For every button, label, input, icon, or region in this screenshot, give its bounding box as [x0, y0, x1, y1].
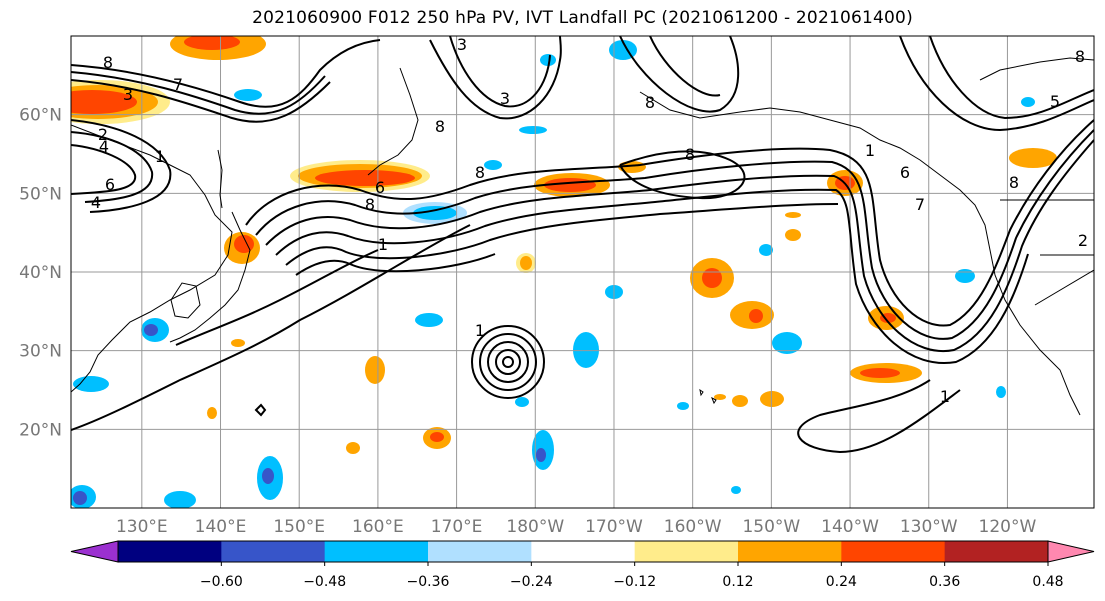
gridlines	[71, 36, 1094, 508]
lon-axis-labels: 130°E 140°E 150°E 160°E 170°E 180°W 170°W 160°W…	[116, 517, 1037, 537]
colorbar-tick-label: 0.48	[1032, 574, 1063, 590]
lat-label: 30°N	[19, 342, 62, 362]
contour-label: 7	[915, 195, 925, 214]
contour-label: 6	[105, 175, 115, 194]
colorbar-segment	[118, 541, 222, 562]
contour-label: 6	[900, 163, 910, 182]
colorbar-segment	[738, 541, 842, 562]
lon-label: 160°W	[664, 517, 722, 537]
map-frame	[70, 35, 1095, 509]
colorbar-tick-label: −0.36	[407, 574, 450, 590]
lat-label: 60°N	[19, 106, 62, 126]
contour-label: 1	[475, 321, 485, 340]
lat-label: 50°N	[19, 184, 62, 204]
contour-label: 8	[1009, 173, 1019, 192]
colorbar-tick-label: 0.36	[929, 574, 960, 590]
contour-label: 7	[173, 75, 183, 94]
lon-label: 130°E	[116, 517, 168, 537]
contour-label: 8	[365, 195, 375, 214]
lat-label: 20°N	[19, 420, 62, 440]
contour-label: 3	[500, 89, 510, 108]
contour-label: 8	[685, 145, 695, 164]
colorbar-tick-label: −0.12	[613, 574, 656, 590]
contour-label: 8	[103, 53, 113, 72]
lon-label: 160°E	[352, 517, 404, 537]
contour-label: 1	[378, 235, 388, 254]
colorbar-extend-low	[70, 540, 119, 563]
colorbar	[70, 540, 1095, 563]
colorbar-segment	[428, 541, 532, 562]
contour-label: 8	[435, 117, 445, 136]
colorbar-frame	[117, 540, 1049, 563]
colorbar-tick-label: −0.24	[510, 574, 553, 590]
colorbar-segment	[944, 541, 1049, 562]
colorbar-segment	[634, 541, 739, 562]
lat-label: 40°N	[19, 263, 62, 283]
contour-label: 4	[91, 193, 101, 212]
colorbar-segment	[221, 541, 326, 562]
pv-contours	[71, 36, 1094, 454]
colorbar-tick-label: −0.48	[303, 574, 346, 590]
lon-label: 150°E	[273, 517, 325, 537]
lon-label: 130°W	[900, 517, 958, 537]
colorbar-segment	[531, 541, 636, 562]
lon-label: 150°W	[742, 517, 800, 537]
colorbar-segment	[324, 541, 429, 562]
contour-label: 4	[99, 137, 109, 156]
contour-label: 8	[1075, 47, 1085, 66]
contour-label: 1	[940, 387, 950, 406]
lon-label: 170°E	[431, 517, 483, 537]
colorbar-tick-label: 0.24	[826, 574, 857, 590]
lat-axis-labels: 60°N 50°N 40°N 30°N 20°N	[19, 106, 62, 441]
coastlines	[71, 57, 1094, 416]
contour-label: 1	[865, 141, 875, 160]
contour-label: 1	[155, 147, 165, 166]
lon-label: 180°W	[506, 517, 564, 537]
contour-label: 8	[475, 163, 485, 182]
lon-label: 140°E	[195, 517, 247, 537]
shading-layer	[71, 36, 1057, 508]
contour-label: 8	[645, 93, 655, 112]
colorbar-tick-labels: −0.60 −0.48 −0.36 −0.24 −0.12 0.12 0.24 0.36 0.4…	[200, 562, 1064, 590]
colorbar-tick-label: 0.12	[722, 574, 753, 590]
contour-label: 3	[123, 85, 133, 104]
lon-label: 120°W	[979, 517, 1037, 537]
contour-label: 2	[98, 125, 108, 144]
contour-label: 5	[1050, 92, 1060, 111]
contour-label: 2	[1078, 231, 1088, 250]
contour-label: 3	[457, 35, 467, 54]
contour-label: 6	[375, 178, 385, 197]
lon-label: 140°W	[821, 517, 879, 537]
map-title: 2021060900 F012 250 hPa PV, IVT Landfall…	[252, 8, 913, 28]
lon-label: 170°W	[585, 517, 643, 537]
colorbar-extend-high	[1047, 540, 1095, 563]
colorbar-tick-label: −0.60	[200, 574, 243, 590]
colorbar-segment	[841, 541, 946, 562]
